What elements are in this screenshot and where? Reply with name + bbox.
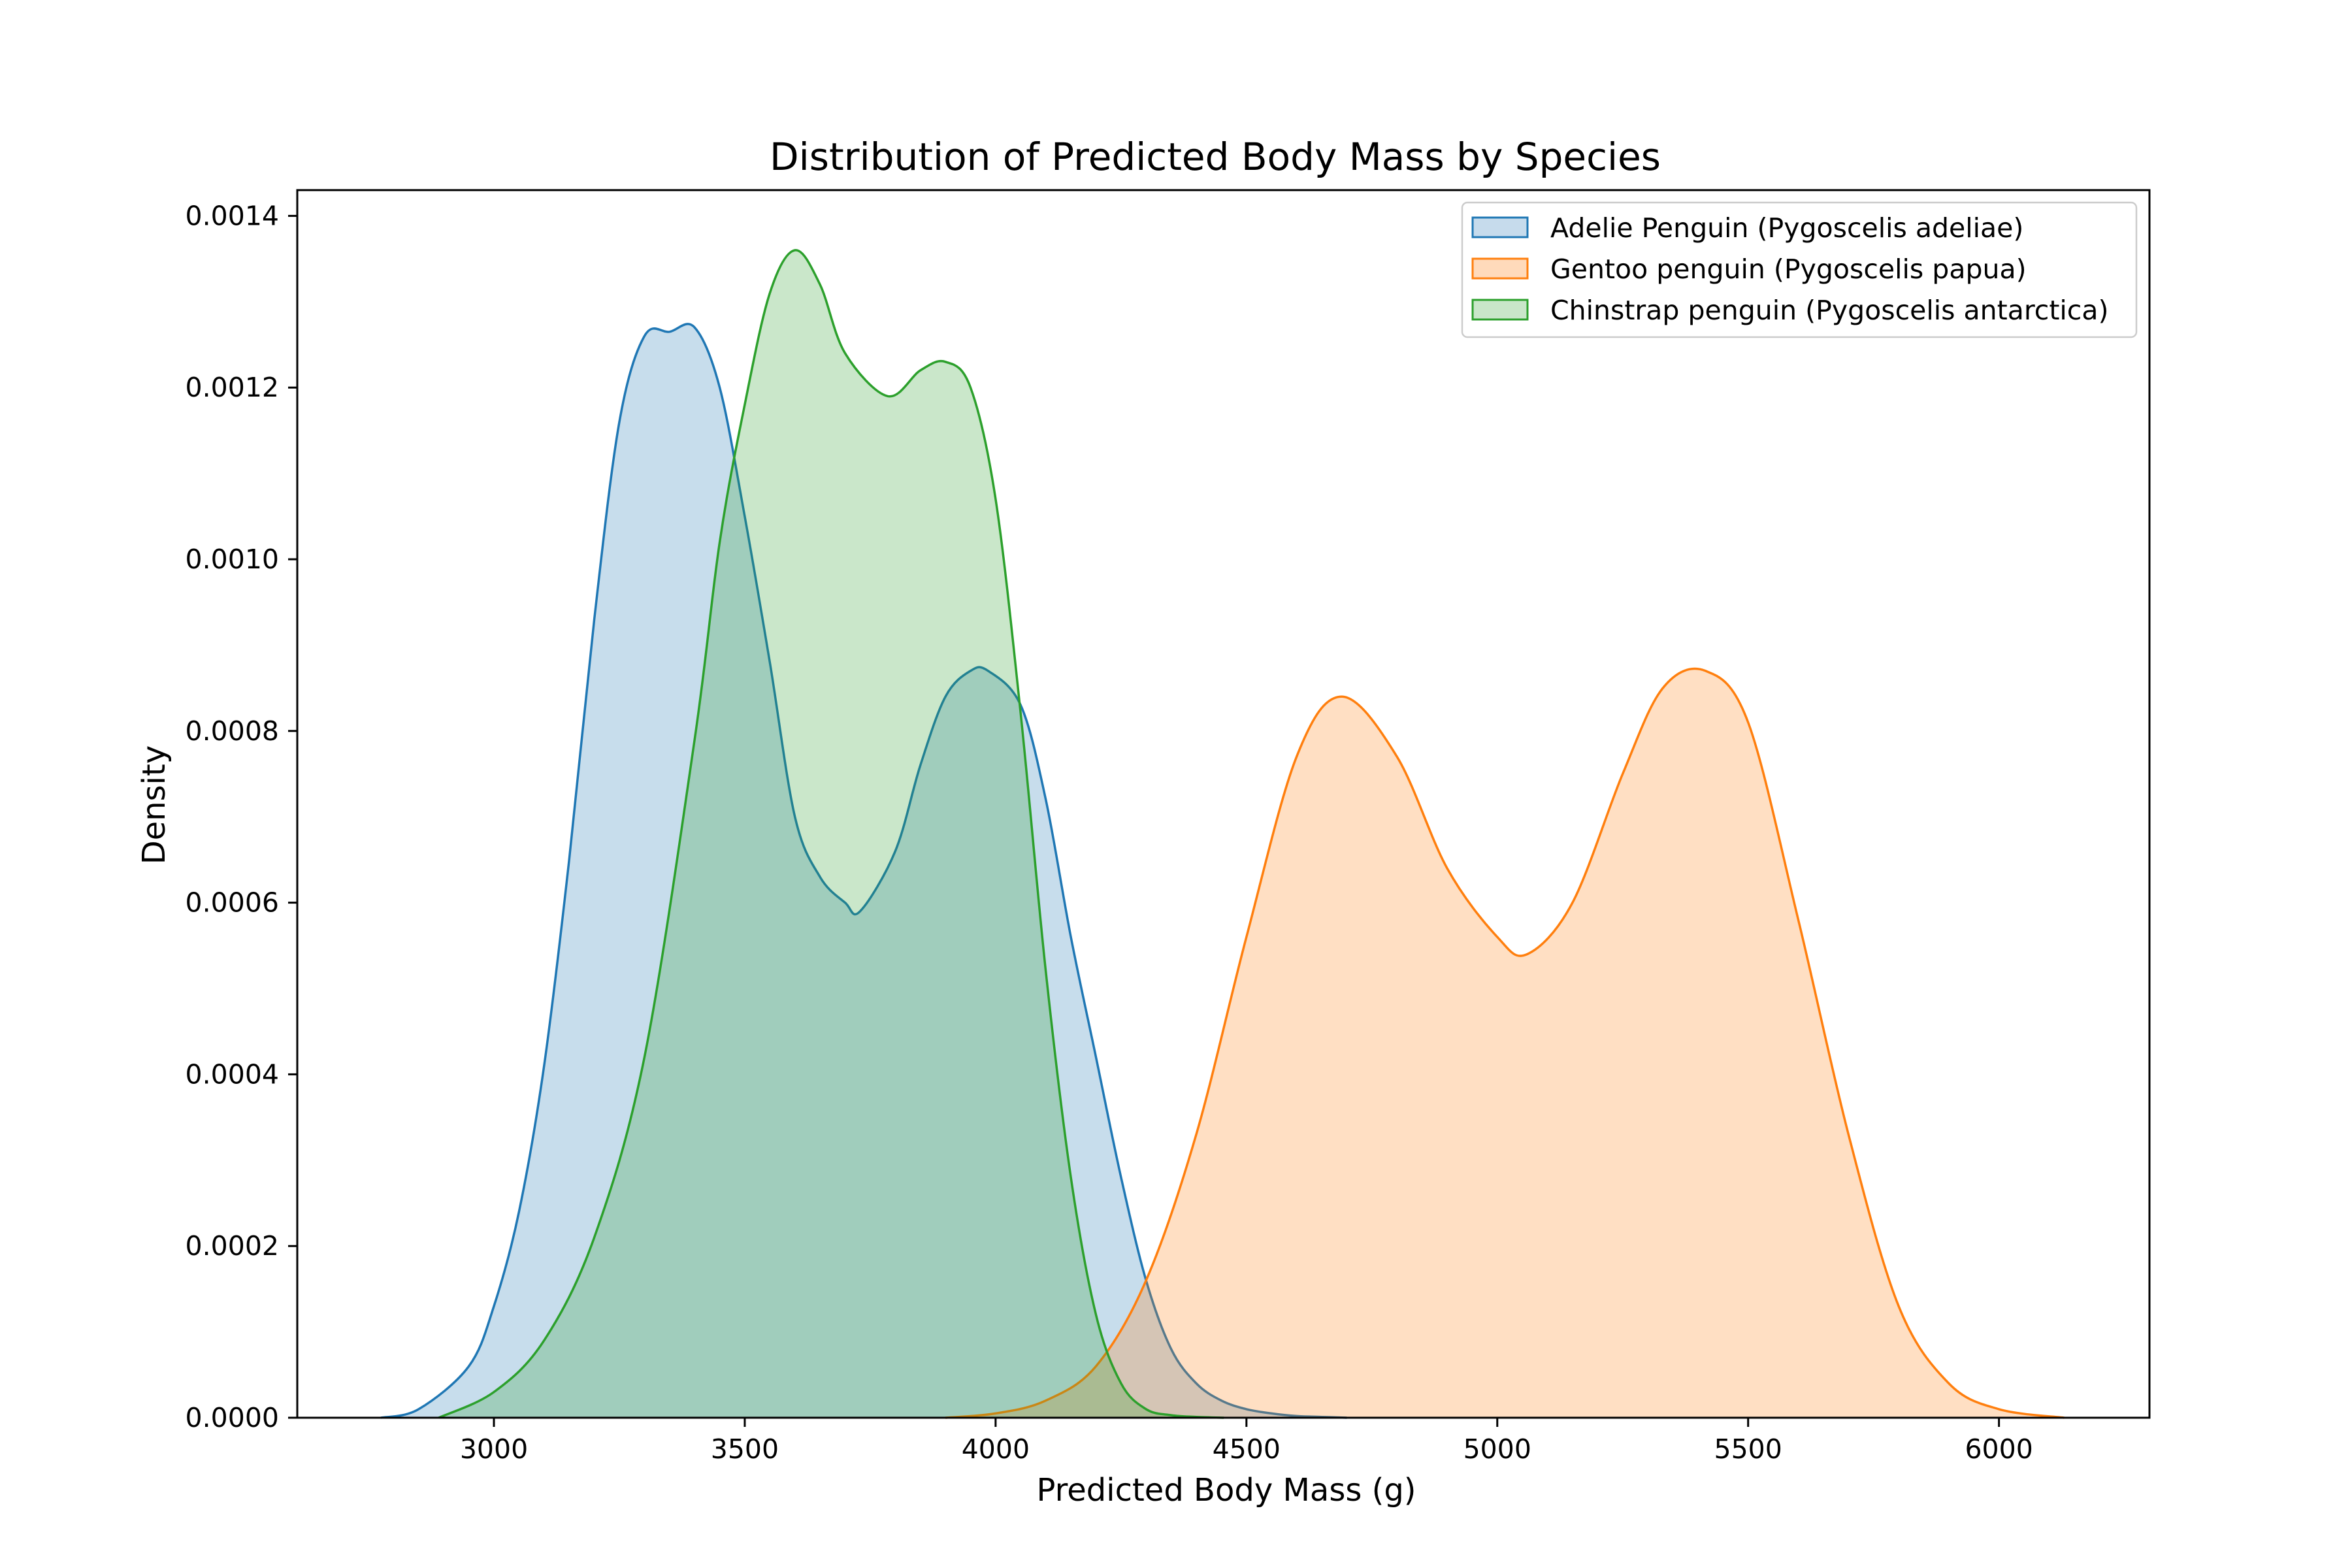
y-tick-label: 0.0006 <box>186 887 279 919</box>
y-tick-label: 0.0004 <box>186 1058 279 1090</box>
legend-label-chinstrap: Chinstrap penguin (Pygoscelis antarctica… <box>1550 295 2108 326</box>
y-axis-label: Density <box>136 745 172 864</box>
legend-swatch-chinstrap <box>1471 299 1529 321</box>
x-tick-label: 5000 <box>1463 1433 1531 1465</box>
density-area-gentoo <box>945 668 2065 1418</box>
y-tick-label: 0.0012 <box>186 372 279 403</box>
x-tick-label: 4500 <box>1213 1433 1281 1465</box>
legend-swatch-adelie <box>1471 216 1529 238</box>
y-tick-label: 0.0002 <box>186 1230 279 1262</box>
legend-entry-adelie: Adelie Penguin (Pygoscelis adeliae) <box>1471 212 2023 244</box>
x-tick-label: 6000 <box>1965 1433 2033 1465</box>
x-axis: 3000 3500 4000 4500 5000 5500 6000 <box>460 1418 2033 1465</box>
axes-frame <box>296 189 2151 1419</box>
density-area-chinstrap <box>438 250 1224 1418</box>
legend-label-gentoo: Gentoo penguin (Pygoscelis papua) <box>1550 253 2027 285</box>
legend-entry-gentoo: Gentoo penguin (Pygoscelis papua) <box>1471 253 2027 285</box>
y-tick-label: 0.0010 <box>186 544 279 575</box>
legend-entry-chinstrap: Chinstrap penguin (Pygoscelis antarctica… <box>1471 295 2108 326</box>
legend-swatch-gentoo <box>1471 257 1529 280</box>
legend-label-adelie: Adelie Penguin (Pygoscelis adeliae) <box>1550 212 2023 244</box>
x-tick-label: 4000 <box>962 1433 1030 1465</box>
chart-title: Distribution of Predicted Body Mass by S… <box>770 135 1661 179</box>
y-axis: 0.0000 0.0002 0.0004 0.0006 0.0008 0.0010 0.00… <box>186 200 297 1433</box>
plot-area <box>380 249 2065 1419</box>
legend-box <box>1461 201 2138 338</box>
x-tick-label: 3500 <box>711 1433 779 1465</box>
y-tick-label: 0.0000 <box>186 1402 279 1433</box>
x-axis-label: Predicted Body Mass (g) <box>1036 1472 1416 1509</box>
y-tick-label: 0.0008 <box>186 715 279 747</box>
x-tick-label: 5500 <box>1714 1433 1782 1465</box>
density-line-chinstrap <box>438 249 1224 1419</box>
density-line-gentoo <box>945 667 2065 1419</box>
y-tick-label: 0.0014 <box>186 200 279 231</box>
x-tick-label: 3000 <box>460 1433 528 1465</box>
legend: Adelie Penguin (Pygoscelis adeliae) Gent… <box>1461 201 2138 338</box>
density-area-adelie <box>381 323 1347 1418</box>
